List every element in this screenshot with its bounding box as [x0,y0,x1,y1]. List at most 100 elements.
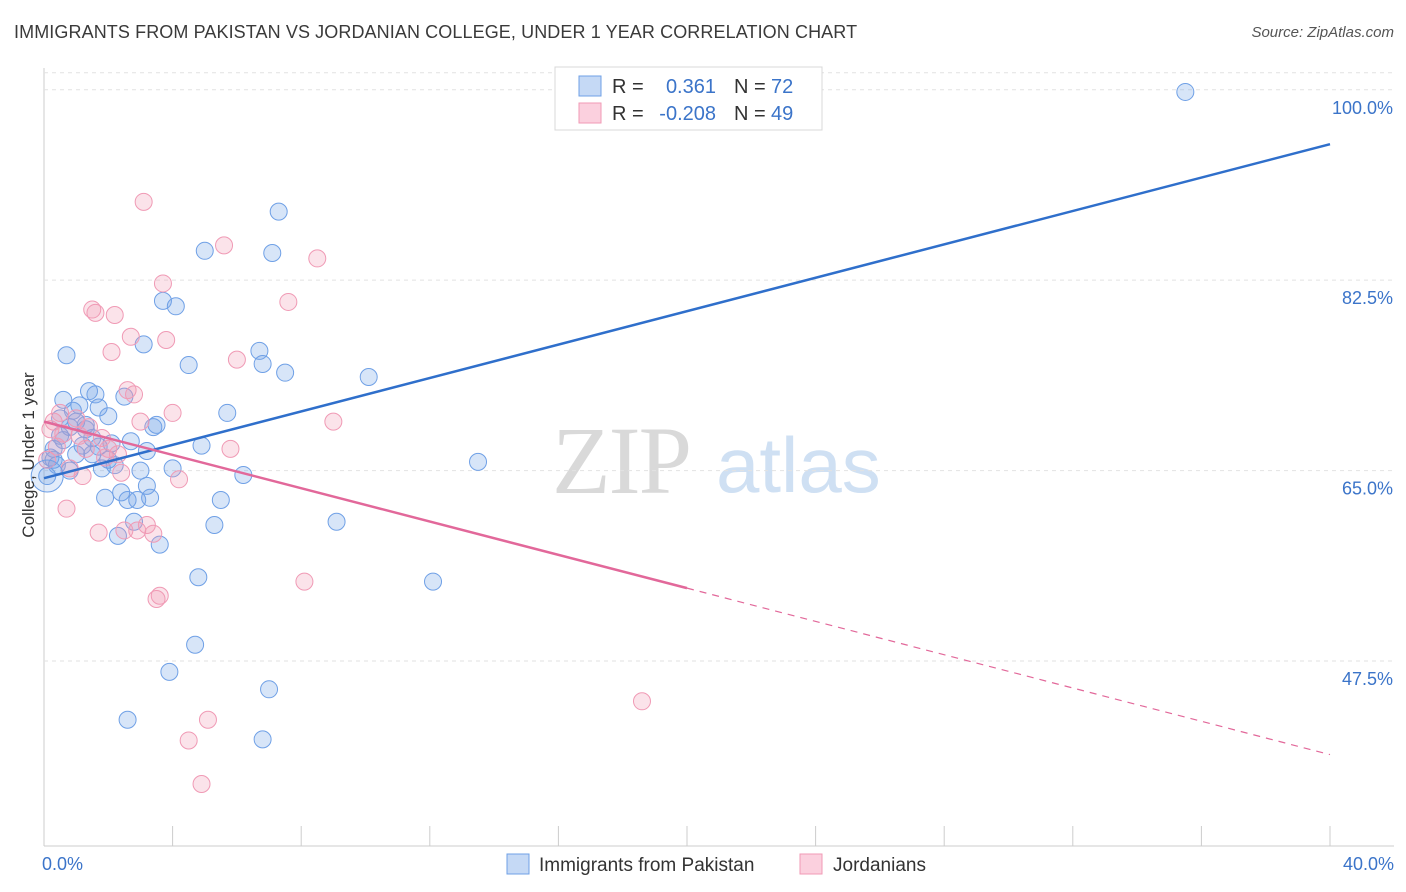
legend-n-value-jordanians: 49 [771,103,793,125]
chart-source: Source: ZipAtlas.com [1251,24,1394,41]
point-jordanians [121,327,140,346]
point-pakistan [137,476,156,495]
point-jordanians [279,292,298,311]
point-pakistan [189,568,208,587]
point-jordanians [295,572,314,591]
watermark-atlas: atlas [716,421,881,509]
legend-r-label-jordanians: R = [612,103,644,125]
point-jordanians [67,409,86,428]
series-legend: Immigrants from Pakistan Jordanians [506,853,926,876]
point-jordanians [102,342,121,361]
point-pakistan [141,488,160,507]
point-jordanians [221,439,240,458]
point-jordanians [157,331,176,350]
legend-swatch-jordanians [578,102,602,124]
point-jordanians [89,523,108,542]
point-pakistan [424,572,443,591]
y-tick-label: 47.5% [1342,669,1393,689]
point-jordanians [153,274,172,293]
point-jordanians [99,439,118,458]
point-pakistan [179,356,198,375]
point-pakistan [253,354,272,373]
point-jordanians [125,385,144,404]
point-jordanians [147,589,166,608]
point-pakistan [118,490,137,509]
point-pakistan [96,488,115,507]
point-pakistan [359,368,378,387]
point-jordanians [112,463,131,482]
legend-n-label-jordanians: N = [734,103,766,125]
point-jordanians [170,470,189,489]
watermark-zip: ZIP [552,407,690,514]
y-tick-label: 100.0% [1332,98,1393,118]
point-jordanians [47,437,66,456]
legend-r-value-jordanians: -0.208 [659,103,716,125]
point-jordanians [131,412,150,431]
point-jordanians [83,300,102,319]
point-jordanians [115,521,134,540]
point-jordanians [198,710,217,729]
point-jordanians [57,499,76,518]
point-pakistan [469,452,488,471]
trend-line-pakistan [43,142,1331,480]
point-jordanians [632,692,651,711]
point-jordanians [51,403,70,422]
y-tick-label: 82.5% [1342,288,1393,308]
legend-r-label-pakistan: R = [612,76,644,98]
point-jordanians [163,403,182,422]
point-pakistan [99,407,118,426]
point-jordanians [76,439,95,458]
point-pakistan [57,346,76,365]
point-pakistan [112,483,131,502]
grid-lines [44,72,1394,662]
point-jordanians [179,731,198,750]
point-pakistan [276,363,295,382]
point-jordanians [150,586,169,605]
point-jordanians [144,524,163,543]
point-pakistan [163,459,182,478]
bottom-legend-label-pakistan: Immigrants from Pakistan [539,855,754,876]
y-tick-label: 65.0% [1342,479,1393,499]
trend-line-jordanians [43,420,688,590]
point-jordanians [192,774,211,793]
point-pakistan [150,535,169,554]
legend-n-value-pakistan: 72 [771,76,793,98]
point-pakistan [269,202,288,221]
point-pakistan [166,297,185,316]
x-ticks [172,826,1331,846]
point-pakistan [253,730,272,749]
bottom-legend-swatch-pakistan [506,853,530,875]
legend-swatch-pakistan [578,75,602,97]
point-pakistan [147,415,166,434]
point-pakistan [327,512,346,531]
point-jordanians [308,249,327,268]
point-jordanians [215,236,234,255]
y-axis-label: College, Under 1 year [19,372,38,538]
trend-line-jordanians-projection [686,587,1331,756]
bottom-legend-swatch-jordanians [799,853,823,875]
point-pakistan [195,241,214,260]
point-pakistan [160,662,179,681]
point-jordanians [324,412,343,431]
chart-title: IMMIGRANTS FROM PAKISTAN VS JORDANIAN CO… [14,22,858,42]
point-pakistan [260,680,279,699]
point-pakistan-large [30,459,64,493]
point-pakistan [211,490,230,509]
x-tick-label-end: 40.0% [1343,854,1394,874]
stats-legend: R = 0.361 N = 72 R = -0.208 N = 49 [554,66,823,131]
point-pakistan [263,243,282,262]
trend-lines [43,142,1331,756]
point-pakistan [1176,82,1195,101]
point-jordanians [227,350,246,369]
point-pakistan [118,710,137,729]
y-tick-labels: 47.5% 65.0% 82.5% 100.0% [1332,98,1393,689]
point-pakistan [186,635,205,654]
point-pakistan [205,516,224,535]
legend-r-value-pakistan: 0.361 [666,76,716,98]
point-jordanians [86,303,105,322]
bottom-legend-label-jordanians: Jordanians [833,855,926,876]
legend-n-label-pakistan: N = [734,76,766,98]
point-pakistan [121,432,140,451]
point-jordanians [54,424,73,443]
